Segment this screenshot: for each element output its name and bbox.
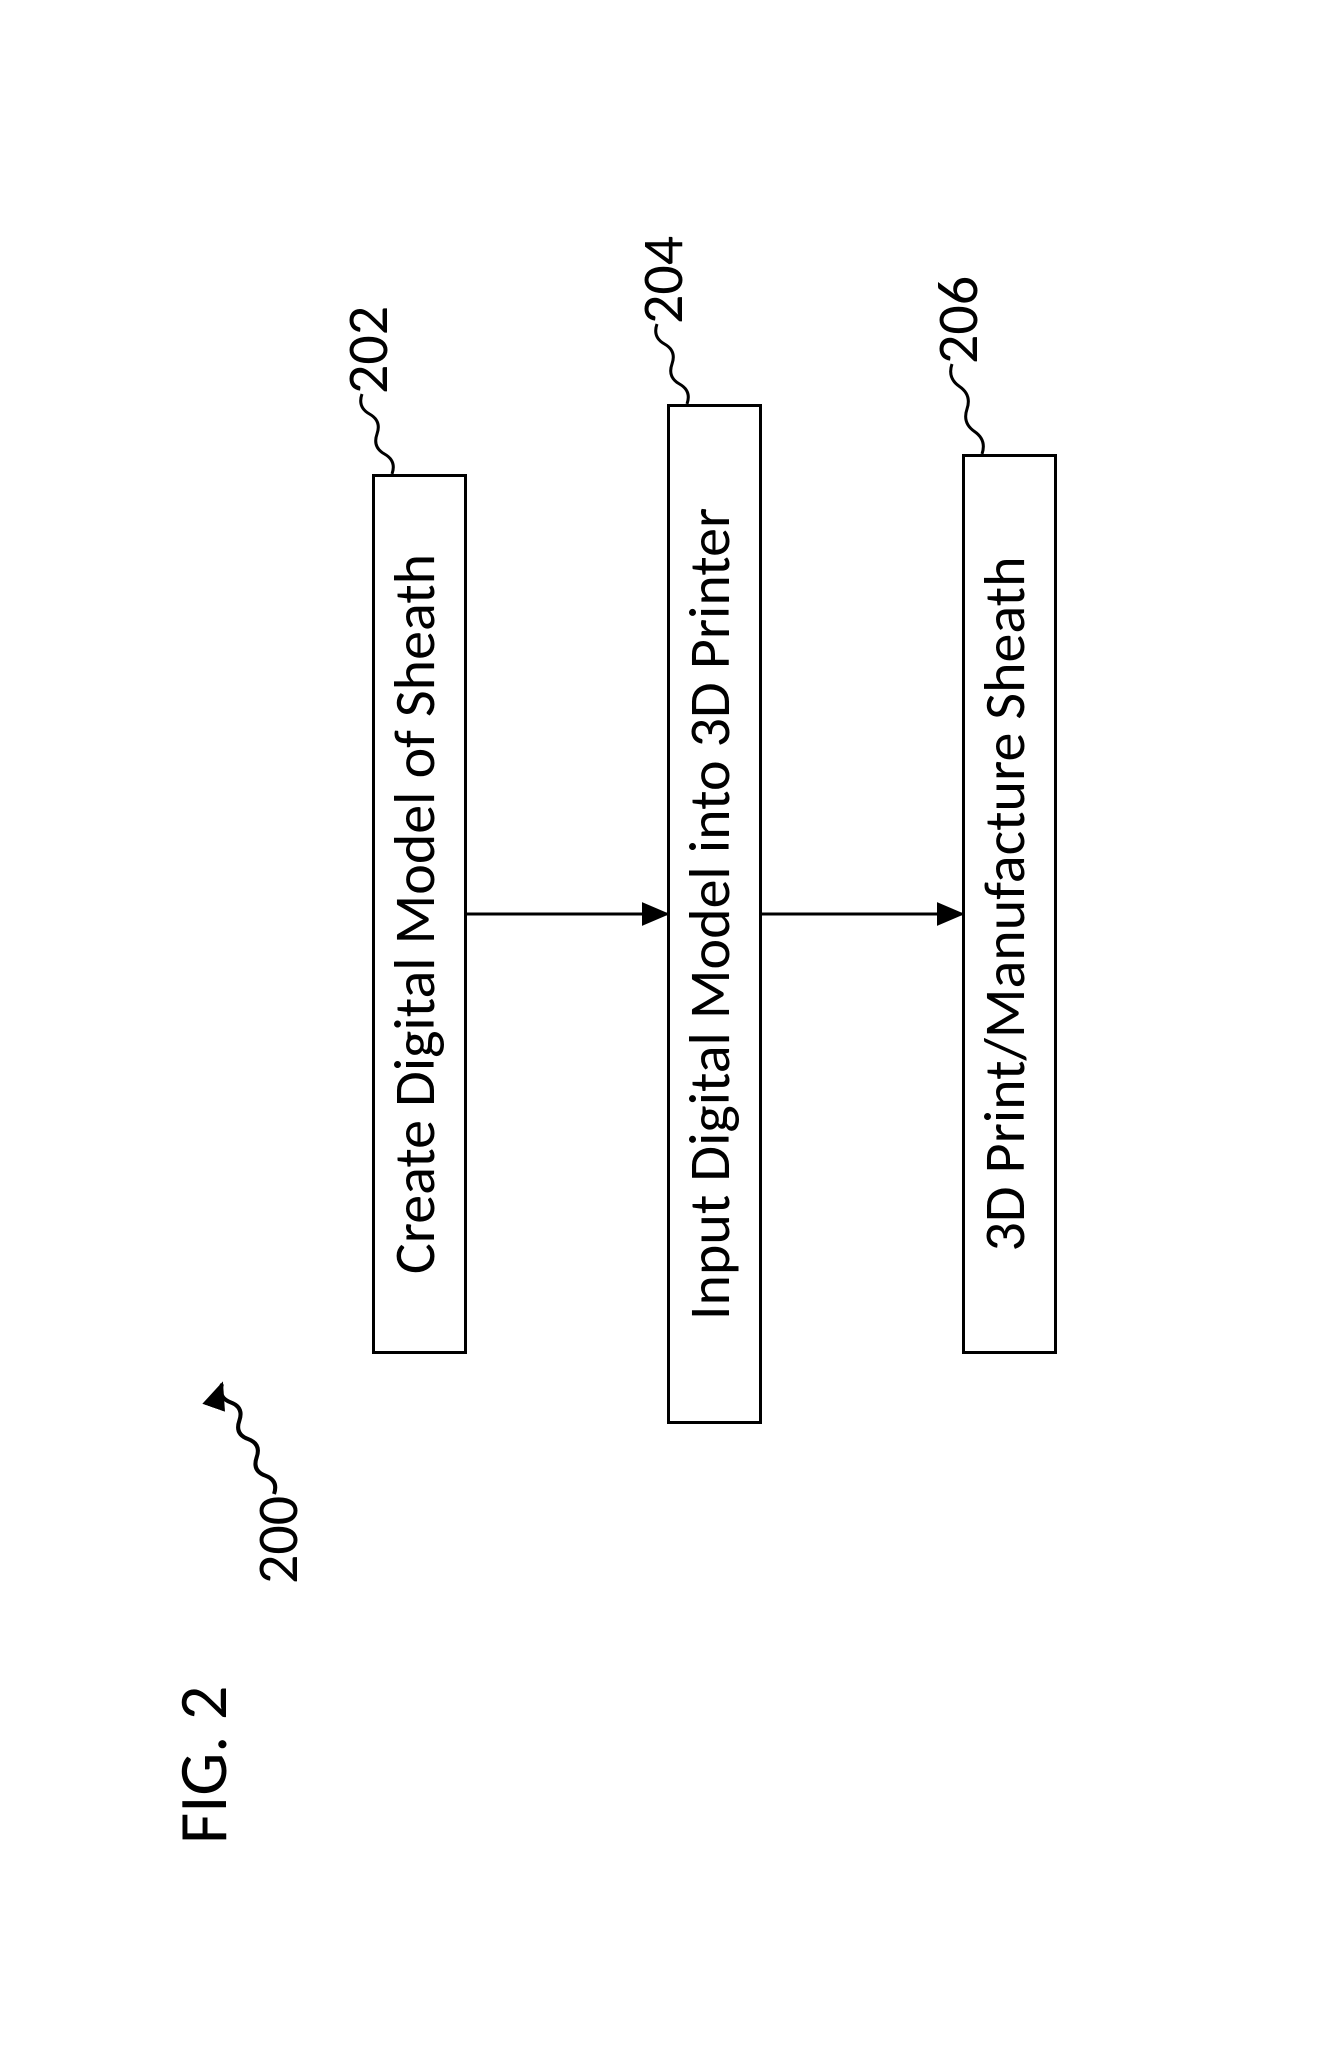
rotated-stage: FIG. 2 200 Create Digital Model of Sheat… bbox=[122, 124, 1222, 1924]
connectors-svg bbox=[122, 124, 1222, 1924]
diagram-canvas: FIG. 2 200 Create Digital Model of Sheat… bbox=[122, 124, 1222, 1924]
